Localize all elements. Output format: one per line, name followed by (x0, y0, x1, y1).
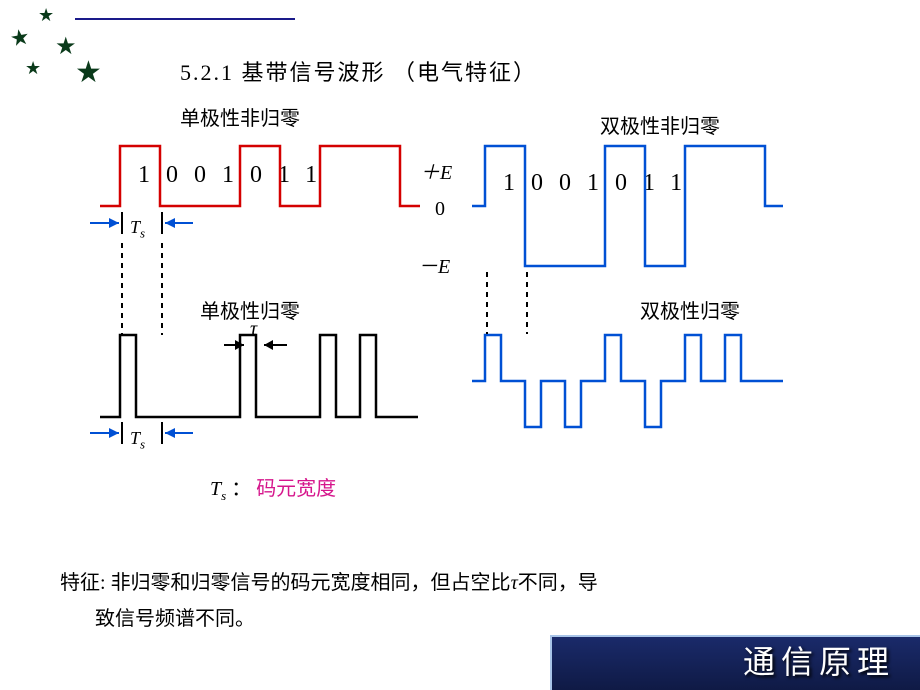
tau-label: τ (250, 318, 257, 341)
chart4-title: 双极性归零 (640, 295, 740, 324)
dash-lines-left (110, 243, 180, 338)
corner-decoration: ★ ★ ★ ★ ★ (0, 0, 120, 120)
ts-description: Ts ： 码元宽度 (210, 472, 336, 504)
minus-e-label: －E (418, 250, 450, 279)
ts-label-2: Ts (130, 428, 145, 453)
footer-text: 通信原理 (743, 637, 895, 683)
zero-label: 0 (435, 198, 445, 221)
page-title: 5.2.1 基带信号波形 （电气特征） (180, 55, 537, 87)
chart2-nrz-bipolar (470, 144, 800, 284)
ts-label-1: Ts (130, 217, 145, 242)
chart1-title: 单极性非归零 (180, 102, 300, 131)
chart4-rz-bipolar (470, 333, 800, 453)
dash-lines-right (475, 272, 545, 337)
feature-text: 特征: 非归零和归零信号的码元宽度相同，但占空比τ不同，导 致信号频谱不同。 (60, 565, 598, 637)
chart2-title: 双极性非归零 (600, 110, 720, 139)
